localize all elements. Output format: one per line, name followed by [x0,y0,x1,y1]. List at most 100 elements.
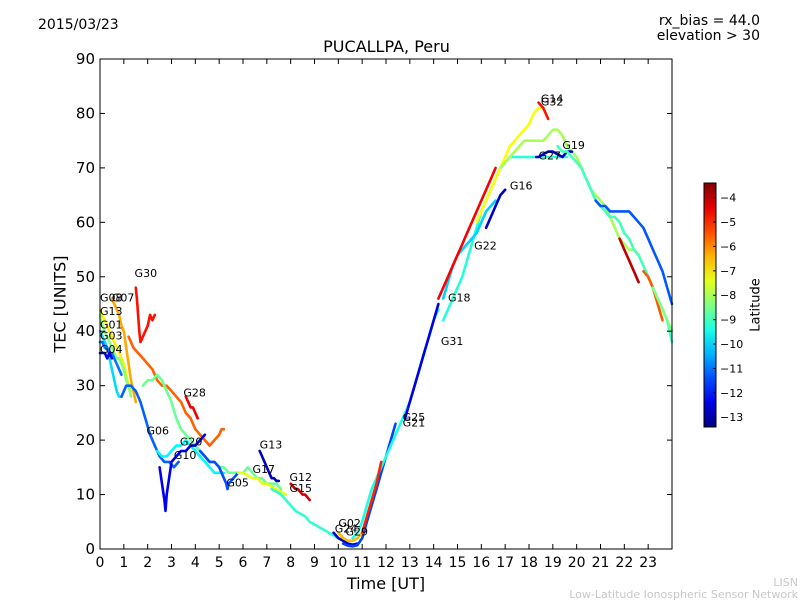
date-label: 2015/03/23 [38,17,119,33]
y-tick-label: 40 [76,322,95,340]
y-tick-label: 70 [76,159,95,177]
satellite-label-g20: G20 [180,436,203,449]
x-tick-label: 11 [353,555,371,571]
series-g01 [98,329,123,398]
series-g19d [642,270,664,322]
series-g17 [236,471,288,496]
colorbar-tick-label: −13 [720,411,743,424]
x-tick-label: 5 [215,555,224,571]
satellite-label-g18: G18 [448,291,471,304]
x-tick-label: 13 [401,555,419,571]
satellite-label-g30: G30 [135,267,158,280]
series-g16 [437,166,497,300]
y-tick-label: 30 [76,377,95,395]
series-g19c [618,237,640,284]
y-tick-label: 60 [76,213,95,231]
satellite-label-g29: G29 [345,525,368,538]
colorbar-tick-label: −8 [720,289,736,302]
series-layer [98,101,674,548]
y-tick-label: 90 [76,50,95,68]
footer-lisn: LISN [773,576,798,589]
satellite-label-g13: G13 [100,305,123,318]
x-tick-label: 22 [615,555,633,571]
x-tick-label: 19 [544,555,562,571]
x-tick-label: 8 [286,555,295,571]
colorbar-tick-label: −4 [720,192,736,205]
x-tick-label: 7 [262,555,271,571]
satellite-label-g13: G13 [260,438,283,451]
colorbar-tick-label: −5 [720,216,736,229]
satellite-label-g32: G32 [541,95,564,108]
series-g31 [403,302,440,420]
satellite-labels: G30G08G07G13G01G03G04G28G06G20G10G05G13G… [100,93,585,539]
footer-network-name: Low-Latitude Ionospheric Sensor Network [569,588,798,601]
satellite-label-g22: G22 [474,240,497,253]
satellite-label-g15: G15 [289,482,312,495]
x-tick-label: 12 [377,555,395,571]
satellite-label-g07: G07 [112,291,135,304]
plot-frame [99,58,673,550]
satellite-label-g12: G12 [289,471,312,484]
x-tick-label: 15 [449,555,467,571]
satellite-label-g19: G19 [562,139,585,152]
series-g13b [258,449,281,483]
chart-title: PUCALLPA, Peru [323,37,450,56]
satellite-label-g01: G01 [100,319,123,332]
satellite-label-g14: G14 [541,93,564,106]
x-tick-label: 0 [96,555,105,571]
x-tick-label: 16 [472,555,490,571]
satellite-label-g05: G05 [226,476,249,489]
x-tick-label: 6 [239,555,248,571]
satellite-label-g16: G16 [510,180,533,193]
colorbar-tick-label: −12 [720,387,743,400]
series-g19b [594,199,674,306]
colorbar-gradient [703,182,717,428]
x-tick-label: 17 [496,555,514,571]
series-g14 [537,101,550,121]
x-tick-label: 21 [592,555,610,571]
colorbar: −4 −5 −6 −7 −8 −9 −10 −11 −12 −13 [703,182,743,428]
series-g16b [484,188,507,230]
satellite-label-g04: G04 [100,343,123,356]
x-tick-label: 10 [329,555,347,571]
x-tick-label: 23 [639,555,657,571]
colorbar-tick-label: −9 [720,314,736,327]
series-g02 [332,531,359,546]
x-tick-label: 18 [520,555,538,571]
series-g26 [475,106,545,224]
series-g13 [98,313,133,398]
colorbar-tick-label: −10 [720,338,743,351]
x-tick-label: 9 [310,555,319,571]
rx-bias-label: rx_bias = 44.0 [658,13,760,29]
satellite-label-g17: G17 [253,463,276,476]
y-axis-label: TEC [UNITS] [50,255,70,353]
series-g24 [337,531,364,543]
satellite-label-g28: G28 [183,387,206,400]
colorbar-tick-label: −7 [720,265,736,278]
satellite-label-g31: G31 [441,335,464,348]
y-tick-label: 0 [85,540,95,558]
series-g25 [360,460,383,534]
series-g15 [289,482,311,502]
colorbar-label: Latitude [748,278,764,332]
y-tick-label: 80 [76,104,95,122]
x-tick-label: 14 [425,555,443,571]
y-tick-label: 50 [76,268,95,286]
satellite-label-g08: G08 [100,291,123,304]
x-tick-label: 4 [191,555,200,571]
satellite-label-g10: G10 [174,449,197,462]
satellite-label-g24: G24 [335,523,358,536]
series-g28b [184,395,199,420]
x-tick-label: 2 [143,555,152,571]
series-g19 [556,144,674,344]
colorbar-tick-label: −11 [720,362,743,375]
series-g10 [158,433,207,513]
series-g07 [110,297,138,404]
satellite-label-g21: G21 [403,417,426,430]
satellite-label-g02: G02 [338,517,361,530]
series-g04 [98,351,114,360]
x-tick-label: 3 [167,555,176,571]
colorbar-tick-label: −6 [720,240,736,253]
satellite-label-g06: G06 [146,425,169,438]
